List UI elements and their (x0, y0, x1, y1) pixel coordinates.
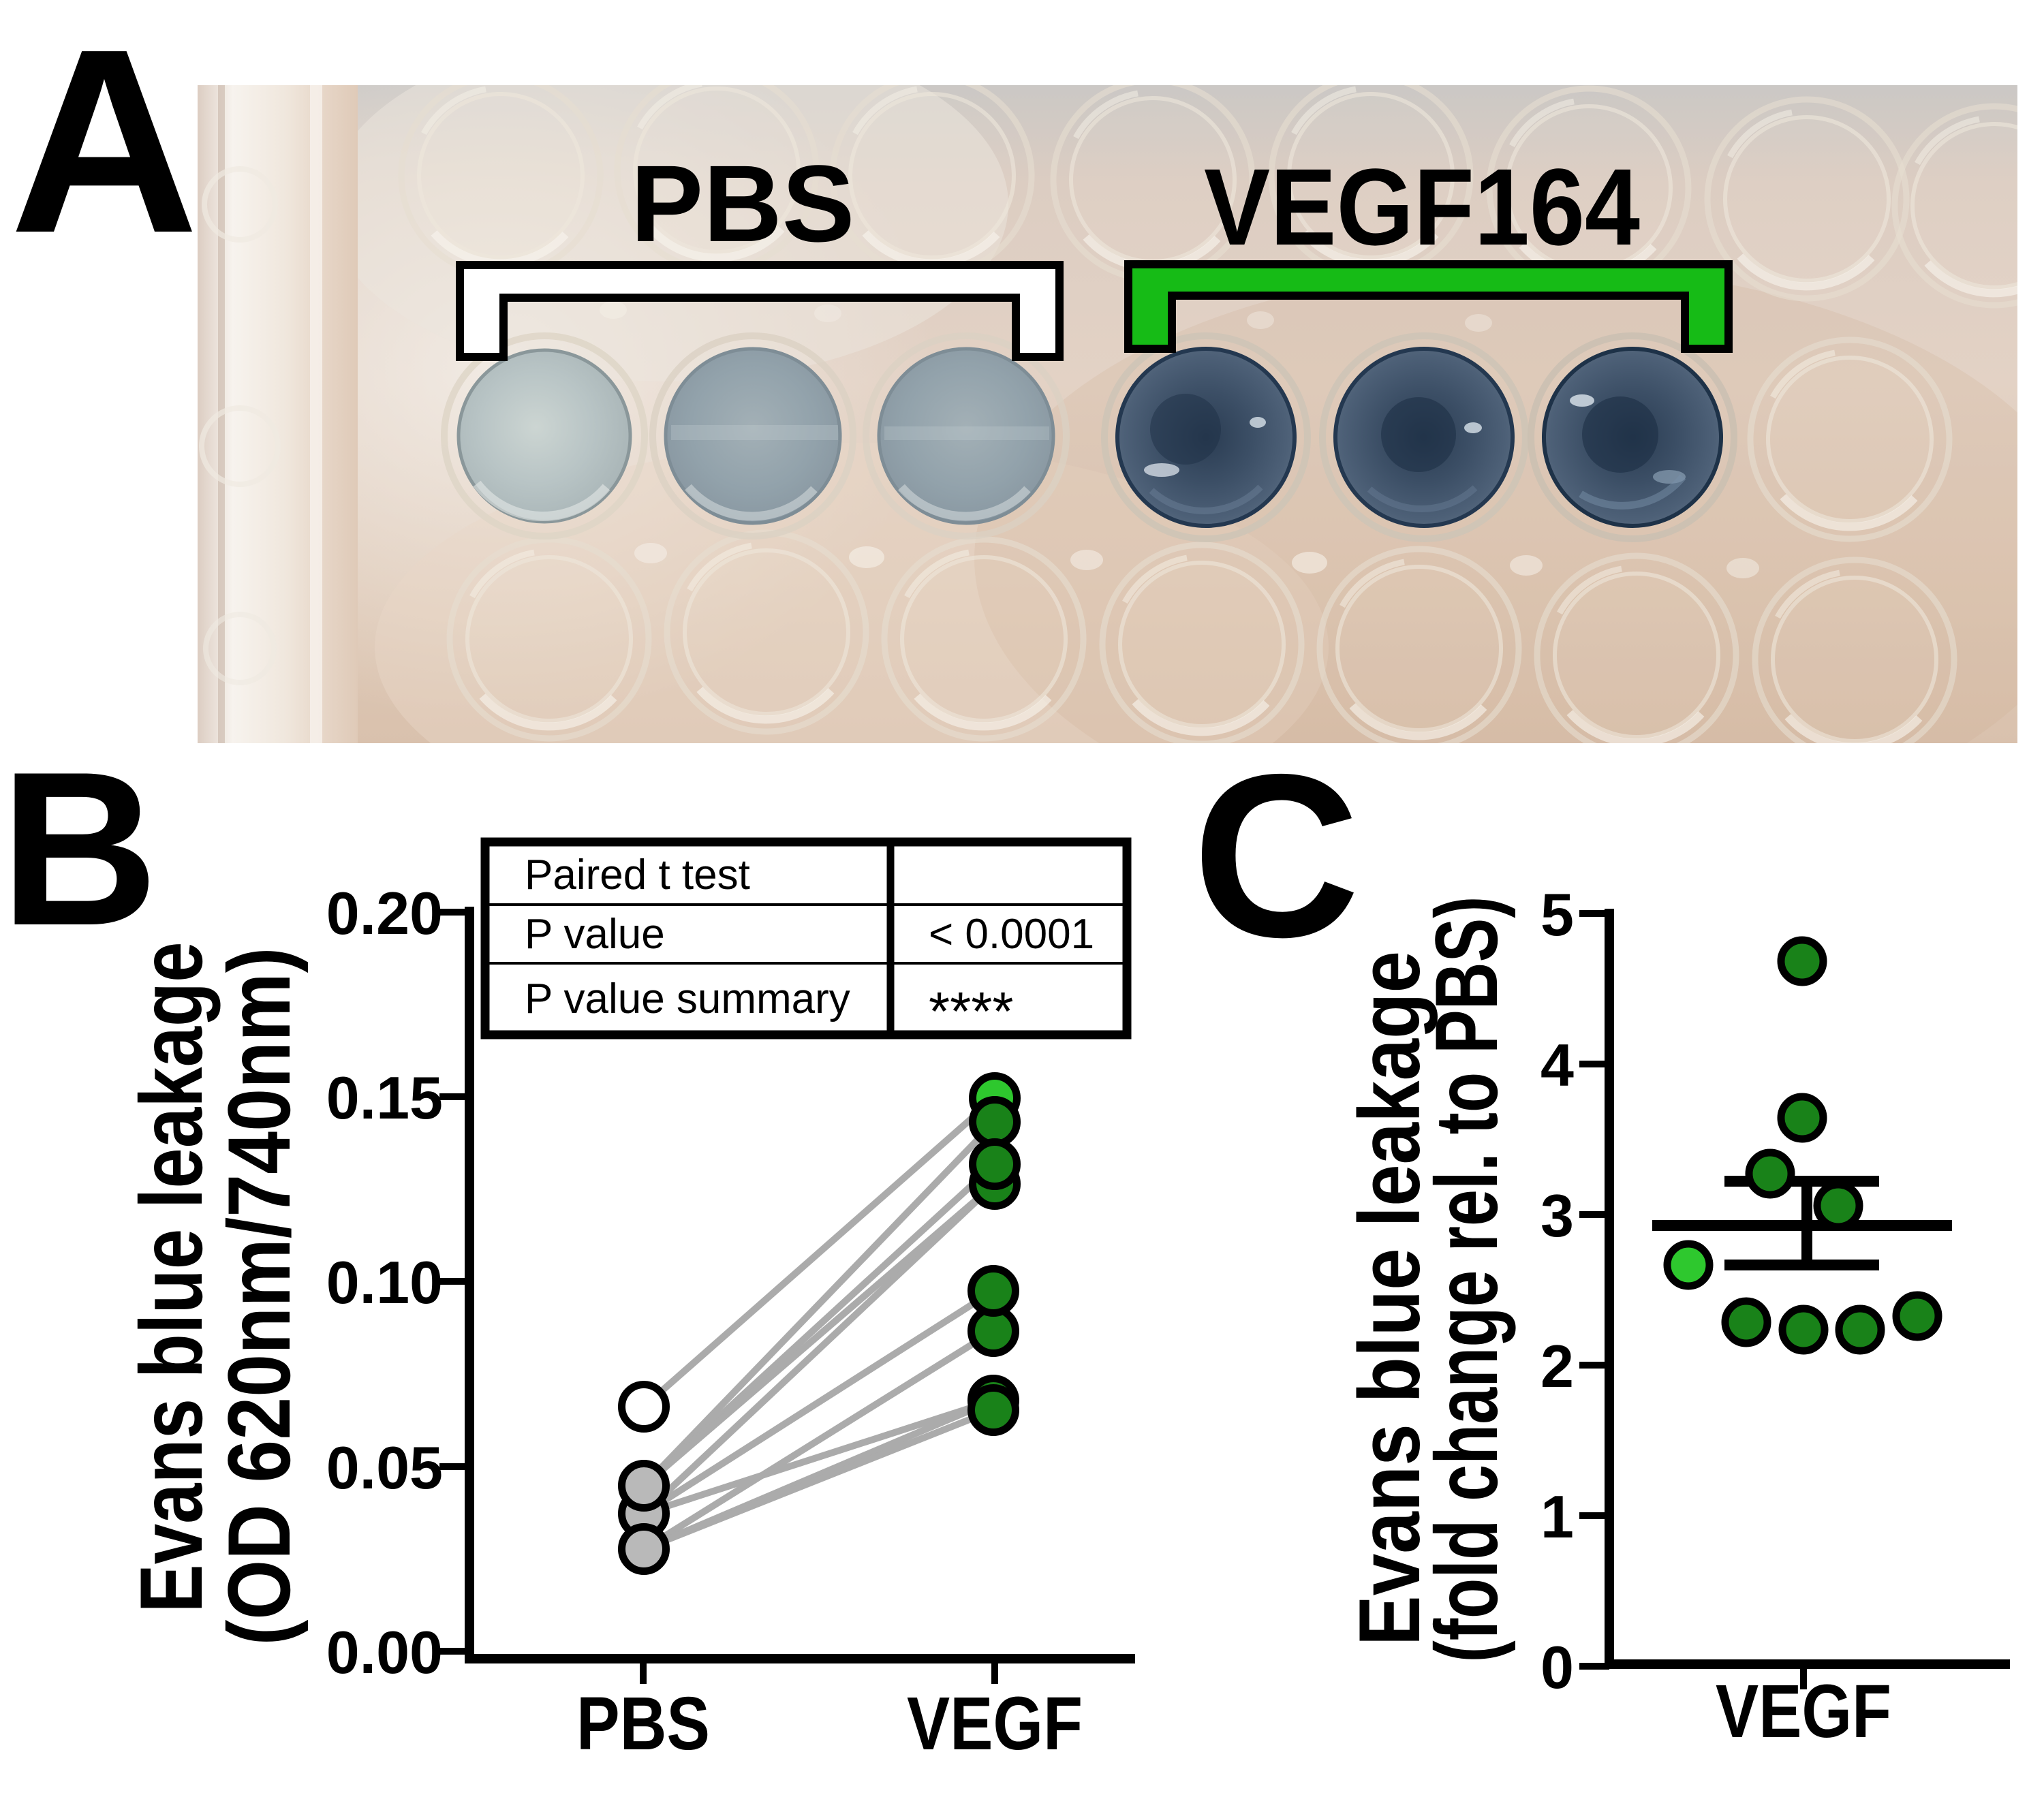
svg-text:0.10: 0.10 (326, 1249, 443, 1316)
svg-text:VEGF164: VEGF164 (1204, 146, 1640, 268)
svg-text:(fold change rel. to PBS): (fold change rel. to PBS) (1416, 896, 1516, 1663)
svg-text:C: C (1192, 726, 1360, 986)
svg-text:A: A (10, 0, 199, 287)
svg-text:3: 3 (1540, 1182, 1574, 1249)
svg-text:0.15: 0.15 (326, 1064, 443, 1131)
svg-text:5: 5 (1540, 881, 1574, 948)
svg-text:(OD 620nm/740nm): (OD 620nm/740nm) (209, 948, 309, 1646)
svg-text:< 0.0001: < 0.0001 (929, 911, 1094, 958)
svg-text:Evans blue leakage: Evans blue leakage (1341, 951, 1438, 1646)
svg-text:VEGF: VEGF (1716, 1670, 1891, 1753)
svg-text:1: 1 (1540, 1483, 1574, 1550)
svg-text:Evans blue leakage: Evans blue leakage (121, 942, 221, 1613)
svg-text:P value: P value (525, 911, 665, 958)
svg-text:4: 4 (1540, 1031, 1574, 1099)
svg-text:2: 2 (1540, 1332, 1574, 1400)
svg-text:VEGF: VEGF (907, 1682, 1083, 1766)
svg-text:PBS: PBS (576, 1682, 710, 1766)
svg-text:PBS: PBS (631, 142, 855, 264)
svg-text:0.05: 0.05 (326, 1434, 443, 1501)
svg-text:Paired t test: Paired t test (525, 851, 750, 898)
svg-text:B: B (0, 727, 159, 971)
svg-text:0.00: 0.00 (326, 1619, 443, 1686)
svg-text:****: **** (929, 981, 1014, 1042)
svg-text:0.20: 0.20 (326, 879, 443, 947)
svg-text:P value summary: P value summary (525, 975, 850, 1022)
svg-text:0: 0 (1540, 1634, 1574, 1701)
